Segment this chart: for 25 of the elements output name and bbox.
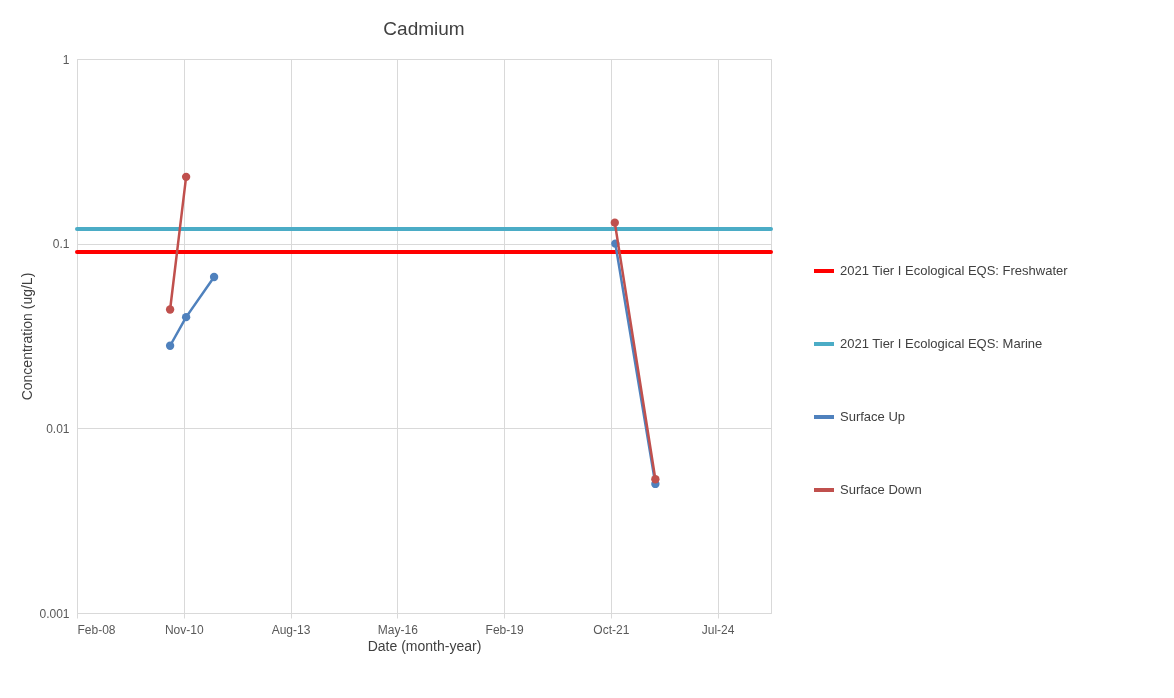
x-tick-label: Oct-21	[593, 622, 630, 637]
point	[165, 305, 175, 314]
legend-label: 2021 Tier I Ecological EQS: Freshwater	[840, 263, 1069, 278]
point	[610, 218, 619, 227]
point	[181, 172, 191, 182]
x-tick-label: Feb-08	[77, 622, 116, 637]
x-tick-label: Feb-19	[485, 622, 524, 637]
point	[181, 312, 191, 322]
y-tick-label: 0.001	[39, 606, 70, 621]
y-tick-label: 0.01	[46, 421, 70, 436]
legend-label: 2021 Tier I Ecological EQS: Marine	[840, 336, 1043, 351]
legend-label: Surface Up	[840, 409, 906, 424]
x-tick-label: May-16	[377, 622, 419, 637]
x-tick-label: Aug-13	[271, 622, 311, 637]
x-tick-label: Nov-10	[164, 622, 204, 637]
x-tick-label: Jul-24	[701, 622, 735, 637]
y-tick-label: 1	[62, 52, 70, 67]
x-axis-title: Date (month-year)	[367, 637, 482, 654]
point	[165, 341, 175, 350]
y-axis-title: Concentration (ug/L)	[19, 272, 36, 401]
point	[651, 475, 660, 484]
y-tick-label: 0.1	[52, 237, 70, 252]
chart-title: Cadmium	[383, 18, 465, 39]
point	[209, 272, 219, 282]
legend-label: Surface Down	[840, 482, 922, 497]
